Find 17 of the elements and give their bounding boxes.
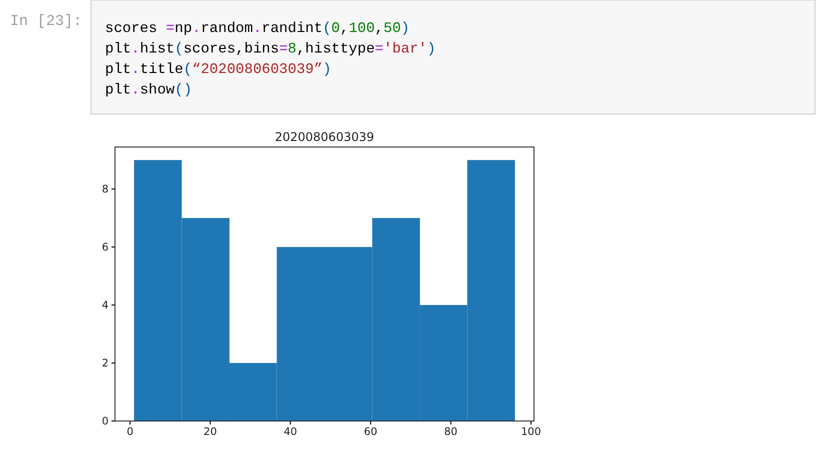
text: plt.hist(scores,bins=8,histtype='bar') bbox=[105, 42, 436, 58]
y-tick-label: 2 bbox=[102, 357, 108, 370]
text: scores =np.random.randint(0,100,50) bbox=[105, 21, 410, 37]
chart-title: 2020080603039 bbox=[274, 130, 374, 144]
text: In [23]: bbox=[10, 13, 82, 30]
text: plt.show() bbox=[105, 82, 192, 98]
y-tick-label: 0 bbox=[102, 415, 108, 428]
x-tick-label: 0 bbox=[126, 426, 134, 438]
x-tick-label: 40 bbox=[284, 426, 298, 438]
y-tick-label: 6 bbox=[102, 241, 109, 254]
x-tick-label: 80 bbox=[444, 426, 458, 438]
x-tick-label: 60 bbox=[364, 426, 378, 438]
x-tick-label: 20 bbox=[204, 426, 217, 438]
text: plt.title(“2020080603039”) bbox=[105, 62, 332, 78]
y-tick-label: 4 bbox=[102, 299, 109, 312]
x-tick-label: 100 bbox=[520, 426, 542, 438]
y-tick-label: 8 bbox=[102, 183, 108, 196]
